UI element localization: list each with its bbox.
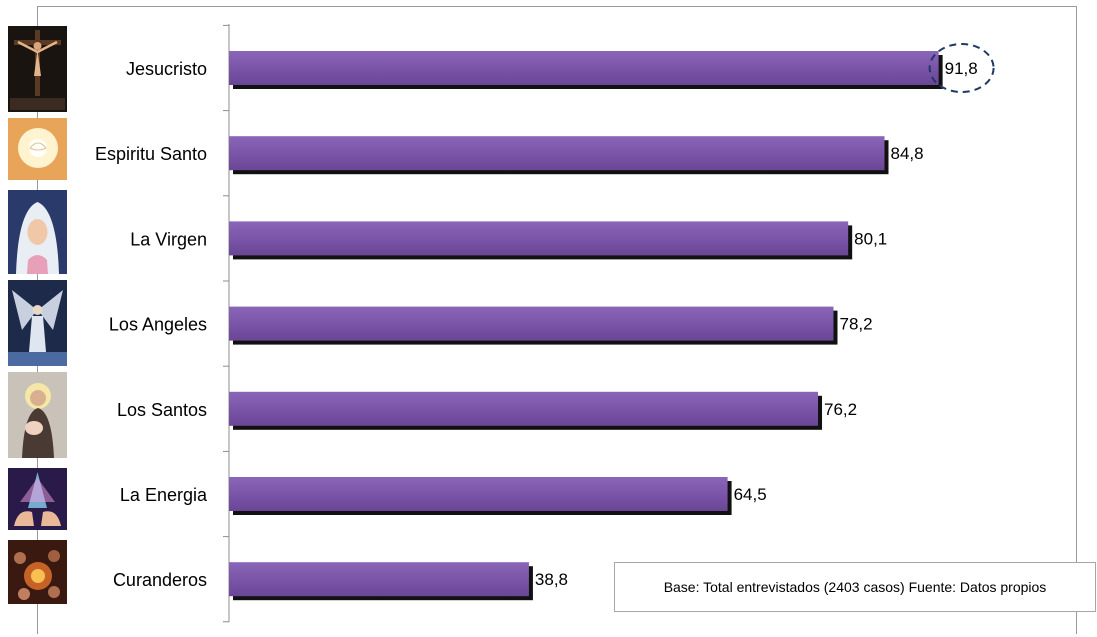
category-label: Los Santos: [117, 400, 207, 420]
angel-icon: [8, 280, 67, 366]
virgin-mary-icon: [8, 190, 67, 276]
category-label: La Energia: [120, 485, 208, 505]
bar-jesucristo: [229, 51, 939, 85]
value-label: 64,5: [734, 485, 767, 504]
category-label: La Virgen: [130, 229, 207, 249]
dove-light-icon: [8, 118, 67, 204]
highlight-circle: [928, 43, 995, 93]
bar-los-santos: [229, 391, 819, 426]
category-label: Curanderos: [113, 570, 207, 590]
bar-espiritu-santo: [229, 136, 885, 171]
energy-hands-icon: [8, 468, 67, 554]
category-label: Espiritu Santo: [95, 144, 207, 164]
crucifix-icon: [8, 26, 67, 112]
value-label: 38,8: [535, 570, 568, 589]
bar-curanderos: [229, 562, 529, 597]
bar-la-energia: [229, 477, 728, 511]
bar-la-virgen: [229, 221, 849, 256]
value-label: 78,2: [839, 315, 872, 334]
category-label: Jesucristo: [126, 59, 207, 79]
saint-icon: [8, 372, 67, 458]
source-note: Base: Total entrevistados (2403 casos) F…: [614, 562, 1096, 612]
value-label: 84,8: [891, 144, 924, 163]
bar-los-angeles: [229, 306, 834, 341]
value-label: 76,2: [824, 400, 857, 419]
healers-icon: [8, 540, 67, 626]
value-label: 91,8: [945, 59, 978, 78]
value-label: 80,1: [854, 229, 887, 248]
category-label: Los Angeles: [109, 315, 207, 335]
